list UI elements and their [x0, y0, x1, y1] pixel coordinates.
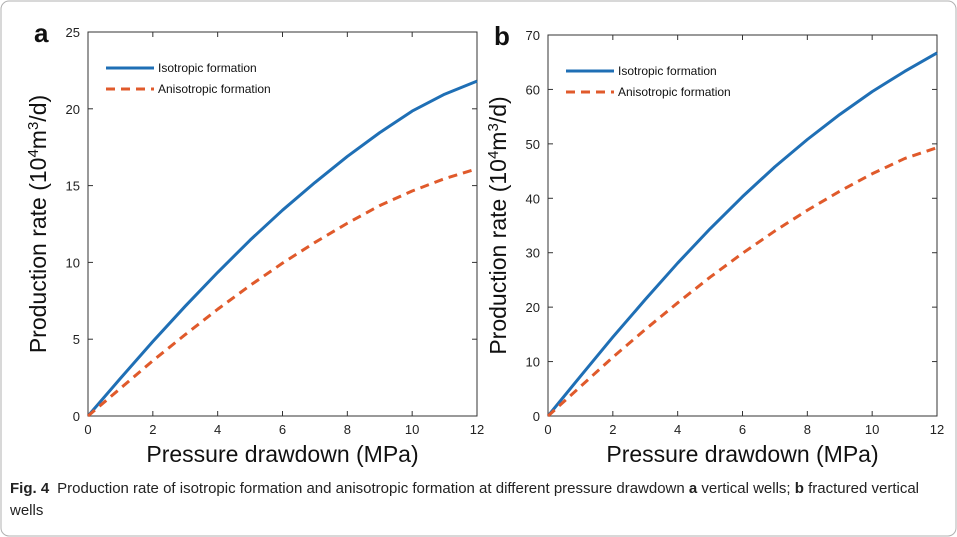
chart-panel-a: 0 2 4 6 8 10 12 0 5 10 15 20 25 Isotropic formation An…: [25, 18, 484, 467]
y-tick-label: 60: [526, 82, 540, 97]
x-tick-label: 0: [84, 422, 91, 437]
x-tick-label: 0: [544, 422, 551, 437]
y-tick-label: 30: [526, 246, 540, 261]
series-line-isotropic: [86, 79, 478, 417]
y-axis-title-part: Production rate (10: [25, 158, 51, 354]
x-tick-label: 10: [865, 422, 879, 437]
series-line-anisotropic: [546, 146, 938, 418]
legend-label: Anisotropic formation: [158, 82, 271, 96]
caption-text-b: fractured vertical wells: [10, 480, 919, 519]
x-axis-title: Pressure drawdown (MPa): [146, 441, 418, 467]
y-tick-label: 40: [526, 191, 540, 206]
legend-label: Isotropic formation: [158, 61, 257, 75]
y-axis-title-superscript: 3: [25, 122, 42, 130]
x-tick-label: 2: [609, 422, 616, 437]
caption-text: Production rate of isotropic formation a…: [57, 480, 689, 497]
y-tick-label: 10: [526, 355, 540, 370]
x-tick-label: 10: [405, 422, 419, 437]
figure-caption: Fig. 4 Production rate of isotropic forma…: [10, 478, 940, 522]
y-axis-title-part: /d): [485, 96, 511, 123]
y-tick-label: 70: [526, 28, 540, 43]
y-tick-label: 50: [526, 137, 540, 152]
legend-label: Anisotropic formation: [618, 85, 731, 99]
x-tick-label: 4: [214, 422, 221, 437]
y-axis-title-part: /d): [25, 95, 51, 122]
chart-panel-b: 0 2 4 6 8 10 12 0 10 20 30 40 50 60 70 Isotropic format…: [485, 21, 944, 467]
plot-area: [547, 34, 938, 417]
y-axis-title-superscript: 4: [25, 149, 42, 157]
panel-letter-b: b: [494, 21, 510, 51]
caption-label: Fig. 4: [10, 480, 50, 497]
y-axis-title-superscript: 3: [485, 123, 502, 131]
x-tick-label: 2: [149, 422, 156, 437]
y-tick-label: 5: [73, 332, 80, 347]
panel-letter-a: a: [34, 18, 49, 48]
x-tick-label: 8: [344, 422, 351, 437]
y-tick-label: 20: [66, 102, 80, 117]
x-tick-label: 6: [739, 422, 746, 437]
y-axis-title: Production rate (104m3/d): [485, 96, 511, 354]
y-tick-label: 0: [73, 409, 80, 424]
y-axis-title-superscript: 4: [485, 151, 502, 159]
y-tick-label: 20: [526, 300, 540, 315]
x-tick-label: 8: [804, 422, 811, 437]
series-line-isotropic: [546, 51, 938, 417]
y-axis-title-part: m: [25, 130, 51, 149]
y-tick-label: 10: [66, 255, 80, 270]
caption-text-a: vertical wells;: [697, 480, 795, 497]
y-tick-label: 25: [66, 25, 80, 40]
y-axis-title: Production rate (104m3/d): [25, 95, 51, 353]
caption-letter-b: b: [794, 480, 804, 497]
y-axis-title-part: m: [485, 132, 511, 151]
x-axis-title: Pressure drawdown (MPa): [606, 441, 878, 467]
y-tick-label: 0: [533, 409, 540, 424]
x-tick-label: 4: [674, 422, 681, 437]
plot-area: [87, 31, 478, 417]
x-tick-label: 12: [930, 422, 944, 437]
y-tick-label: 15: [66, 179, 80, 194]
y-axis-title-part: Production rate (10: [485, 159, 511, 355]
caption-letter-a: a: [688, 480, 698, 497]
series-line-anisotropic: [87, 167, 478, 418]
x-tick-label: 6: [279, 422, 286, 437]
x-tick-label: 12: [470, 422, 484, 437]
legend-label: Isotropic formation: [618, 64, 717, 78]
